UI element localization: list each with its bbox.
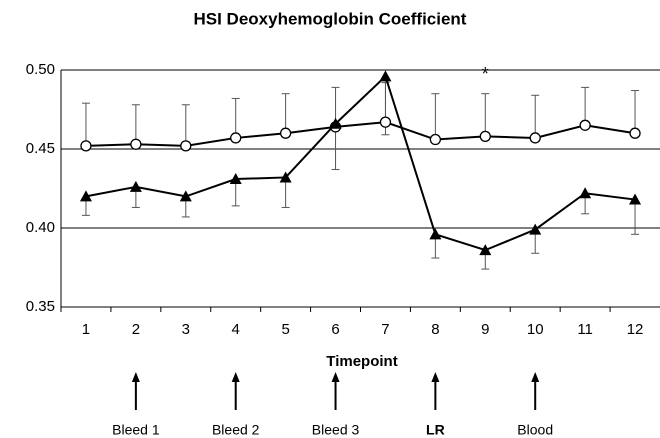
event-arrowhead bbox=[331, 372, 340, 382]
error-bar bbox=[231, 97, 240, 138]
point bbox=[130, 138, 142, 150]
error-bar bbox=[281, 177, 290, 208]
point bbox=[279, 127, 292, 139]
error-bar bbox=[631, 199, 640, 235]
error-bar bbox=[131, 104, 140, 145]
annotation: * bbox=[482, 64, 489, 84]
y-tick-label: 0.35 bbox=[26, 298, 55, 315]
error-bar bbox=[631, 90, 640, 134]
x-tick-label: 11 bbox=[577, 321, 593, 338]
point bbox=[479, 130, 491, 143]
error-bar bbox=[81, 102, 90, 146]
error-bar bbox=[481, 93, 490, 137]
event-arrowhead bbox=[531, 372, 540, 382]
point bbox=[479, 244, 492, 256]
point bbox=[229, 173, 242, 185]
x-tick-label: 1 bbox=[82, 321, 90, 338]
event-arrowhead bbox=[231, 372, 240, 382]
point bbox=[179, 190, 192, 202]
event-label: Bleed 3 bbox=[312, 422, 360, 438]
point bbox=[429, 133, 442, 146]
x-tick-label: 9 bbox=[481, 321, 489, 338]
point bbox=[529, 132, 541, 144]
point bbox=[80, 140, 92, 152]
error-bar bbox=[431, 93, 440, 140]
event-label: LR bbox=[426, 422, 445, 438]
point bbox=[429, 228, 442, 240]
event-label: Bleed 1 bbox=[112, 422, 160, 438]
point bbox=[379, 116, 392, 128]
x-tick-label: 2 bbox=[132, 321, 140, 338]
point bbox=[180, 140, 192, 152]
event-label: Blood bbox=[517, 422, 553, 438]
x-tick-label: 6 bbox=[331, 321, 339, 338]
x-tick-label: 10 bbox=[527, 321, 544, 338]
error-bar bbox=[181, 104, 190, 146]
point bbox=[579, 119, 591, 131]
series-line bbox=[85, 121, 636, 147]
error-bar bbox=[531, 94, 540, 138]
x-tick-label: 4 bbox=[232, 321, 240, 338]
point bbox=[579, 187, 592, 199]
x-tick-label: 5 bbox=[281, 321, 289, 338]
y-tick-label: 0.40 bbox=[26, 219, 55, 236]
x-tick-label: 8 bbox=[431, 321, 439, 338]
point bbox=[79, 190, 92, 202]
y-tick-label: 0.45 bbox=[26, 140, 55, 157]
x-tick-label: 12 bbox=[627, 321, 644, 338]
point bbox=[230, 132, 242, 144]
chart-title: HSI Deoxyhemoglobin Coefficient bbox=[194, 9, 467, 28]
error-bar bbox=[281, 93, 290, 134]
y-tick-label: 0.50 bbox=[26, 61, 55, 78]
x-tick-label: 3 bbox=[182, 321, 190, 338]
event-label: Bleed 2 bbox=[212, 422, 260, 438]
event-arrowhead bbox=[131, 372, 140, 382]
point bbox=[529, 223, 542, 235]
point bbox=[629, 127, 641, 139]
event-arrowhead bbox=[431, 372, 440, 382]
error-bar bbox=[581, 86, 590, 126]
point bbox=[279, 171, 292, 183]
point bbox=[129, 180, 142, 192]
point bbox=[379, 70, 392, 82]
point bbox=[329, 117, 342, 129]
x-tick-label: 7 bbox=[381, 321, 389, 338]
point bbox=[629, 193, 642, 205]
x-axis-label: Timepoint bbox=[326, 353, 397, 370]
series-line bbox=[85, 74, 636, 252]
